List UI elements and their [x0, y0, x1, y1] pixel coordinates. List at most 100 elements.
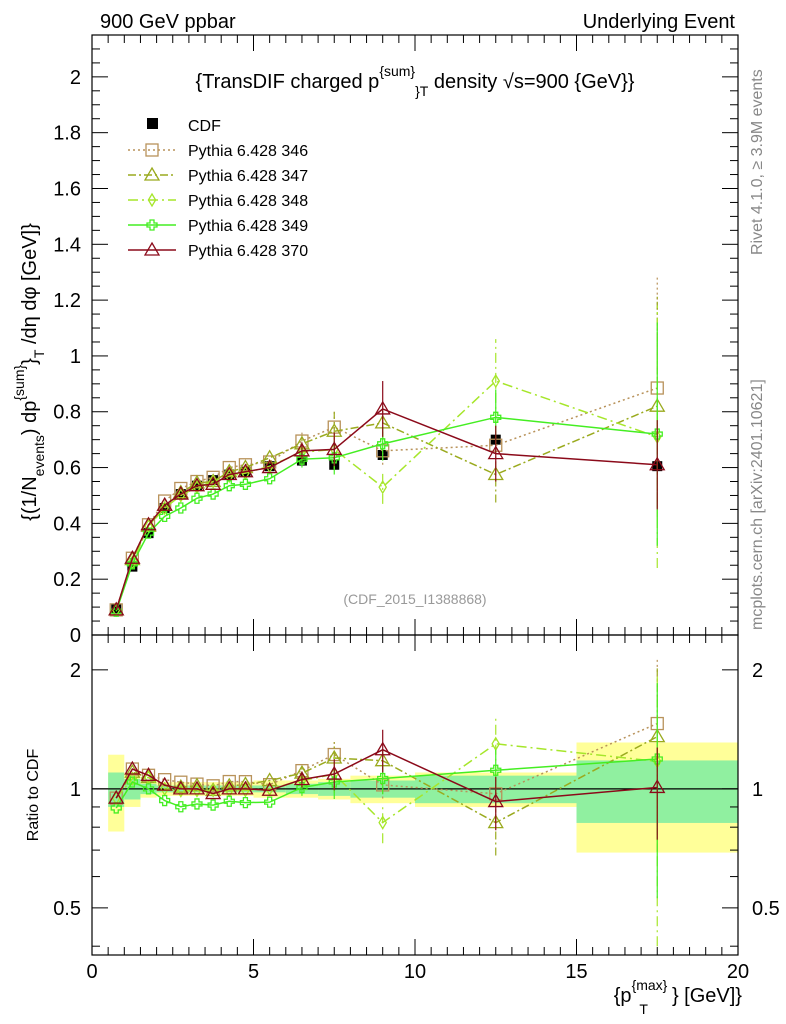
y-tick-label: 0.8 [53, 402, 81, 424]
title-sup: {sum} [379, 63, 415, 79]
series-point-p370 [649, 456, 666, 471]
ratio-point-p370 [649, 779, 666, 794]
series-point-p370 [374, 400, 391, 415]
ratio-point-p349 [223, 795, 235, 807]
series-point-p348 [208, 474, 218, 489]
ratio-point-p370 [188, 780, 206, 795]
ratio-point-p349 [651, 753, 663, 765]
series-point-p349 [490, 411, 502, 423]
main-data-layer [108, 276, 666, 618]
series-point-p349 [377, 438, 389, 450]
series-point-p349 [651, 428, 663, 440]
series-point-p349 [328, 452, 340, 464]
ratio-point-p370 [326, 765, 343, 780]
series-line-p346 [115, 387, 658, 611]
y-axis-label: {(1/Nevents) dp{sum}}T /dη dφ [GeV]} [11, 223, 47, 521]
series-point-p347 [221, 463, 238, 478]
ylabel-b: ) dp [19, 401, 41, 435]
legend-marker-cdf [147, 118, 158, 129]
header-left: 900 GeV ppbar [100, 11, 236, 33]
series-point-p370 [487, 445, 504, 460]
legend-label-p348: Pythia 6.428 348 [188, 193, 308, 210]
ratio-point-p349 [126, 776, 139, 788]
ratio-point-p347 [188, 777, 206, 792]
ratio-point-p370 [293, 771, 311, 786]
ratio-point-p349 [159, 794, 171, 807]
series-point-p348 [160, 500, 170, 516]
series-point-p370 [326, 441, 343, 456]
legend-marker-p346 [145, 143, 159, 157]
ratio-point-p349 [328, 776, 340, 788]
legend-marker-p349 [146, 219, 158, 231]
series-point-p349 [175, 502, 187, 514]
header-right: Underlying Event [583, 11, 736, 33]
series-point-p349 [264, 473, 276, 485]
analysis-watermark: (CDF_2015_I1388868) [343, 591, 486, 607]
series-point-p348 [378, 479, 388, 495]
series-point-p347 [188, 474, 206, 489]
cdf-point [127, 561, 138, 572]
ylabel-c-sub: T [31, 349, 47, 358]
xlabel-post: } [GeV]} [672, 985, 742, 1007]
y-tick-label: 1 [70, 346, 81, 368]
ratio-point-p370 [374, 741, 391, 756]
series-point-p370 [188, 477, 206, 492]
ylabel-a: {(1/N [19, 476, 41, 520]
ratio-point-p349 [490, 764, 502, 776]
main-panel: 0 0.2 0.4 0.6 0.8 1 1.2 1.4 1.6 1.8 2 (CDF_2015_I1… [53, 34, 739, 647]
legend: CDF Pythia 6.428 346 Pythia 6.428 347 Pythi… [128, 118, 308, 260]
series-point-p346 [222, 460, 236, 475]
y-tick-label: 2 [70, 67, 81, 89]
series-point-p370 [204, 476, 222, 490]
series-line-p370 [115, 408, 658, 611]
ratio-point-p370 [156, 776, 173, 791]
ratio-point-p346 [222, 774, 236, 789]
ratio-frame [91, 634, 739, 956]
series-point-p349 [223, 480, 235, 492]
xlabel-sub: T [639, 1001, 648, 1017]
series-point-p370 [140, 516, 157, 531]
legend-marker-p348 [147, 192, 157, 208]
ratio-point-p370 [237, 780, 254, 795]
legend-label-p346: Pythia 6.428 346 [188, 143, 308, 160]
ratio-point-p347 [172, 778, 189, 793]
main-axis-ticks: 0 0.2 0.4 0.6 0.8 1 1.2 1.4 1.6 1.8 2 [53, 34, 739, 647]
y-tick-label: 1.2 [53, 290, 81, 312]
ratio-point-p346 [206, 779, 220, 793]
series-point-p349 [239, 478, 252, 490]
ylabel-d: /dη dφ [GeV]} [19, 223, 41, 350]
ratio-tick-label-right: 0.5 [752, 898, 780, 920]
ratio-tick-label-right: 2 [752, 660, 763, 682]
ratio-point-p349 [207, 799, 219, 811]
ratio-line-p348 [115, 743, 658, 824]
ratio-tick-label-right: 1 [752, 779, 763, 801]
legend-marker-p370 [143, 241, 161, 256]
legend-label-p370: Pythia 6.428 370 [188, 243, 308, 260]
xlabel-pre: {p [614, 985, 632, 1007]
ylabel-c: } [19, 358, 41, 365]
series-point-p349 [296, 453, 308, 465]
side-text-mcplots: mcplots.cern.ch [arXiv:2401.10621] [749, 379, 766, 630]
ratio-point-p349 [175, 801, 187, 813]
ratio-point-p370 [124, 760, 141, 775]
y-tick-label: 1.6 [53, 178, 81, 200]
y-tick-label: 0.6 [53, 458, 81, 480]
y-tick-label: 1.8 [53, 123, 81, 145]
ratio-point-p348 [378, 815, 388, 830]
ylabel-b-sup: {sum} [11, 365, 27, 401]
x-tick-label: 20 [727, 961, 749, 983]
series-point-p370 [261, 459, 278, 474]
series-point-p370 [108, 601, 125, 616]
ratio-axis-ticks: 0 5 10 15 20 0.5 0.5 1 1 2 2 [53, 635, 780, 983]
xlabel-sup: {max} [632, 977, 668, 993]
title-sub: }T [415, 83, 429, 99]
ratio-point-p349 [110, 802, 122, 814]
series-point-p348 [491, 373, 501, 389]
ratio-data-layer [108, 659, 666, 947]
ratio-point-p349 [296, 781, 308, 794]
title-pre: {TransDIF charged p [196, 71, 380, 93]
legend-label-p349: Pythia 6.428 349 [188, 218, 308, 235]
series-point-p349 [191, 492, 203, 504]
x-tick-label: 5 [248, 961, 259, 983]
